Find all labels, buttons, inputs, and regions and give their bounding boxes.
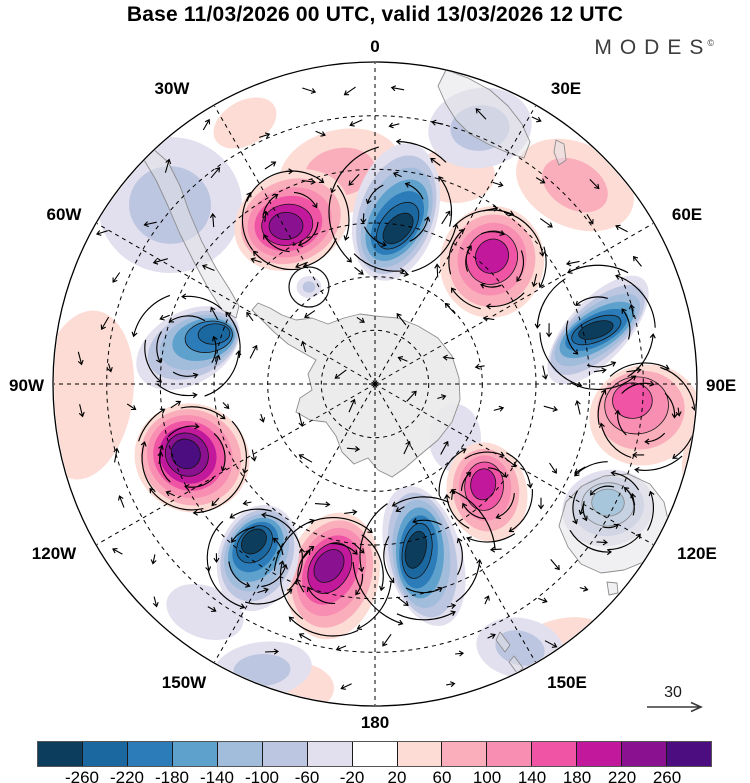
- colorbar-cell-1: [82, 742, 128, 766]
- south-pole-marker: [369, 378, 381, 390]
- meridian-label-150w: 150W: [162, 673, 207, 692]
- colorbar-cell-12: [577, 742, 623, 766]
- graticule: [54, 63, 696, 705]
- colorbar-tick--100: -100: [244, 768, 280, 783]
- land-madagascar: [553, 139, 567, 166]
- colorbar-tick-100: 100: [472, 768, 502, 783]
- colorbar-cell-14: [667, 742, 712, 766]
- colorbar-tick--20: -20: [339, 768, 365, 783]
- meridian-label-0: 0: [370, 37, 379, 56]
- colorbar: [37, 741, 712, 767]
- polar-map: 0 30E 60E 90E 120E 150E 180 150W 120W 90…: [9, 37, 736, 732]
- colorbar-cell-8: [397, 742, 443, 766]
- colorbar-tick-180: 180: [562, 768, 592, 783]
- colorbar-tick-140: 140: [517, 768, 547, 783]
- colorbar-cell-9: [442, 742, 488, 766]
- colorbar-cell-7: [352, 742, 398, 766]
- colorbar-tick--60: -60: [294, 768, 320, 783]
- colorbar-ticks: -260 -220 -180 -140 -100 -60 -20 20 60 100 140 180 2…: [0, 768, 750, 783]
- colorbar-cell-13: [622, 742, 668, 766]
- colorbar-cell-5: [262, 742, 308, 766]
- colorbar-tick--180: -180: [154, 768, 190, 783]
- wind-vectors: [77, 85, 696, 690]
- reference-vector-arrow: [647, 701, 703, 713]
- meridian-label-30w: 30W: [155, 79, 191, 98]
- modes-logo: MODES©: [594, 36, 714, 60]
- meridian-label-60w: 60W: [47, 205, 83, 224]
- colorbar-cell-11: [532, 742, 578, 766]
- colorbar-tick--260: -260: [64, 768, 100, 783]
- map-boundary-circle: [52, 61, 698, 707]
- land-tasmania: [606, 581, 619, 596]
- meridian-label-180: 180: [361, 713, 389, 732]
- reference-vector-label: 30: [664, 684, 682, 701]
- colorbar-cell-6: [307, 742, 353, 766]
- colorbar-cell-4: [217, 742, 263, 766]
- colorbar-tick-220: 220: [607, 768, 637, 783]
- colorbar-cell-0: [38, 742, 83, 766]
- colorbar-tick--140: -140: [199, 768, 235, 783]
- meridian-label-60e: 60E: [672, 205, 702, 224]
- chart-title: Base 11/03/2026 00 UTC, valid 13/03/2026…: [126, 3, 624, 26]
- meridian-label-90e: 90E: [706, 376, 736, 395]
- colorbar-tick--220: -220: [109, 768, 145, 783]
- copyright-mark: ©: [707, 38, 714, 48]
- colorbar-cell-10: [487, 742, 533, 766]
- colorbar-tick-60: 60: [432, 768, 452, 783]
- meridian-label-30e: 30E: [551, 79, 581, 98]
- meridian-label-120w: 120W: [32, 544, 77, 563]
- reference-vector: 30: [647, 684, 703, 713]
- colorbar-tick-20: 20: [387, 768, 407, 783]
- meridian-label-150e: 150E: [547, 673, 587, 692]
- meridian-label-90w: 90W: [9, 376, 45, 395]
- modes-logo-text: MODES: [594, 36, 712, 59]
- colorbar-cell-3: [172, 742, 218, 766]
- land-south-america: [143, 147, 240, 319]
- meridian-label-120e: 120E: [677, 544, 717, 563]
- colorbar-tick-260: 260: [652, 768, 682, 783]
- colorbar-cell-2: [127, 742, 173, 766]
